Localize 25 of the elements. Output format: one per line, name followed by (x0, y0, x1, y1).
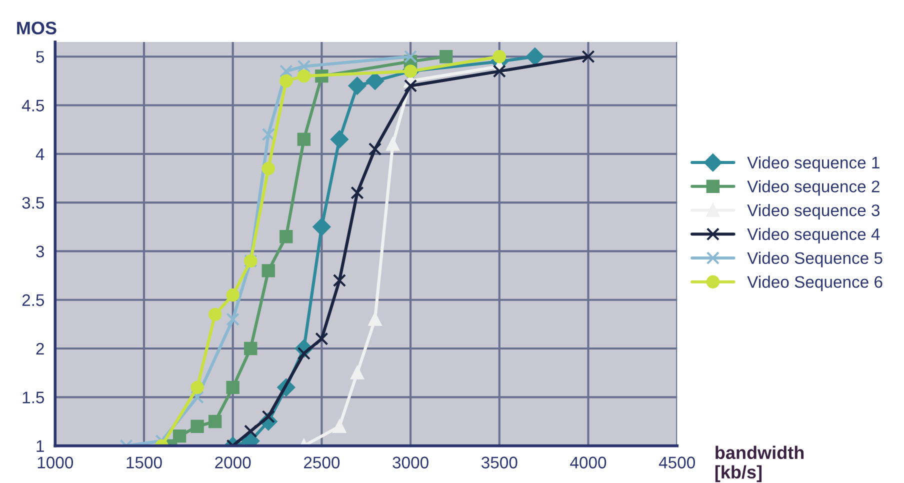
y-tick-label: 3 (36, 246, 44, 258)
x-tick-label: 2500 (304, 456, 340, 468)
y-tick-label: 1 (36, 440, 44, 452)
x-tick-label: 3000 (392, 456, 428, 468)
legend-label: Video sequence 3 (747, 204, 880, 220)
legend-label: Video sequence 4 (747, 228, 880, 244)
y-tick-label: 2.5 (22, 294, 44, 306)
y-axis-title: MOS (17, 22, 56, 34)
y-tick-label: 5 (36, 51, 44, 63)
x-tick-label: 3500 (481, 456, 518, 468)
x-axis-title: bandwidth [kb/s] (715, 446, 804, 482)
x-tick-label: 1500 (126, 456, 162, 468)
x-tick-label: 1000 (38, 456, 74, 468)
x-tick-label: 4500 (658, 456, 695, 468)
y-tick-label: 4.5 (22, 100, 44, 112)
y-tick-label: 3.5 (22, 196, 44, 209)
y-tick-label: 2 (36, 342, 44, 355)
legend-label: Video Sequence 5 (747, 252, 882, 268)
y-tick-label: 4 (36, 148, 44, 160)
y-tick-label: 1.5 (22, 392, 44, 404)
x-tick-label: 4000 (570, 456, 606, 468)
x-tick-label: 2000 (215, 456, 251, 468)
legend-label: Video Sequence 6 (747, 276, 882, 292)
legend-label: Video sequence 1 (747, 156, 880, 172)
legend-label: Video sequence 2 (747, 180, 880, 196)
